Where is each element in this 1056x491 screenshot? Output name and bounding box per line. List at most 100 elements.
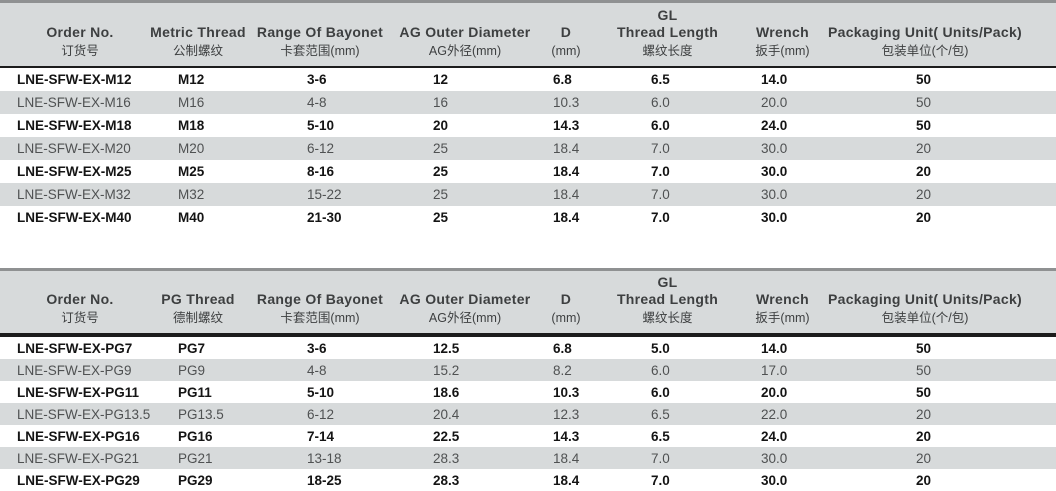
cell-ag-outer-diameter: 12 <box>433 72 449 87</box>
cell-gl-thread-length: 6.0 <box>651 118 670 133</box>
header-range-of-bayonet: Range Of Bayonet 卡套范围(mm) <box>250 271 390 333</box>
table-row: LNE-SFW-EX-M12 M12 3-6 12 6.8 6.5 14.0 50 <box>0 68 1056 91</box>
header-gl-thread-length: GL Thread Length 螺纹长度 <box>610 271 725 333</box>
cell-d: 18.4 <box>553 164 580 179</box>
metric-thread-table: Order No. 订货号 Metric Thread 公制螺纹 Range Of Ba… <box>0 0 1056 229</box>
cell-wrench: 17.0 <box>761 362 788 378</box>
header-order-no: Order No. 订货号 <box>0 271 160 333</box>
cell-metric-thread: M40 <box>178 210 205 225</box>
header-ag-outer-diameter-zh: AG外径(mm) <box>428 311 502 325</box>
header-packaging-unit-zh: 包装单位(个/包) <box>881 44 969 58</box>
cell-range-of-bayonet: 4-8 <box>307 362 327 378</box>
cell-d: 18.4 <box>553 472 580 488</box>
header-metric-thread-zh: 公制螺纹 <box>172 44 223 58</box>
cell-order-no: LNE-SFW-EX-M20 <box>17 141 131 156</box>
header-d: D (mm) <box>540 3 610 66</box>
table-row: LNE-SFW-EX-M40 M40 21-30 25 18.4 7.0 30.0 20 <box>0 206 1056 229</box>
table-row: LNE-SFW-EX-M20 M20 6-12 25 18.4 7.0 30.0 20 <box>0 137 1056 160</box>
header-gl-thread-length-zh: 螺纹长度 <box>642 311 693 325</box>
cell-metric-thread: M32 <box>178 187 205 202</box>
cell-order-no: LNE-SFW-EX-PG11 <box>17 384 139 400</box>
table-row: LNE-SFW-EX-PG11 PG11 5-10 18.6 10.3 6.0 20.0 50 <box>0 381 1056 403</box>
metric-thread-table-header: Order No. 订货号 Metric Thread 公制螺纹 Range Of Ba… <box>0 3 1056 68</box>
cell-metric-thread: M12 <box>178 72 205 87</box>
header-range-of-bayonet-en: Range Of Bayonet <box>256 24 384 40</box>
header-d: D (mm) <box>540 271 610 333</box>
cell-ag-outer-diameter: 25 <box>433 141 449 156</box>
header-gl-thread-length-zh: 螺纹长度 <box>642 44 693 58</box>
cell-range-of-bayonet: 6-12 <box>307 141 335 156</box>
table-gap <box>0 229 1056 268</box>
cell-metric-thread: M25 <box>178 164 205 179</box>
cell-pg-thread: PG9 <box>178 362 206 378</box>
cell-gl-thread-length: 6.5 <box>651 406 670 422</box>
table-row: LNE-SFW-EX-PG13.5 PG13.5 6-12 20.4 12.3 6.5 22… <box>0 403 1056 425</box>
header-wrench: Wrench 扳手(mm) <box>725 271 840 333</box>
cell-ag-outer-diameter: 25 <box>433 210 449 225</box>
header-gl-thread-length-line1: GL <box>657 7 678 23</box>
cell-gl-thread-length: 6.0 <box>651 95 670 110</box>
header-gl-thread-length: GL Thread Length 螺纹长度 <box>610 3 725 66</box>
cell-ag-outer-diameter: 22.5 <box>433 428 460 444</box>
header-range-of-bayonet-zh: 卡套范围(mm) <box>280 311 360 325</box>
cell-pg-thread: PG7 <box>178 340 206 356</box>
cell-d: 18.4 <box>553 187 580 202</box>
cell-ag-outer-diameter: 18.6 <box>433 384 460 400</box>
cell-wrench: 14.0 <box>761 340 788 356</box>
cell-gl-thread-length: 6.0 <box>651 384 670 400</box>
cell-packaging-unit: 20 <box>916 187 932 202</box>
cell-order-no: LNE-SFW-EX-M40 <box>17 210 132 225</box>
cell-wrench: 30.0 <box>761 164 788 179</box>
cell-range-of-bayonet: 7-14 <box>307 428 335 444</box>
cell-order-no: LNE-SFW-EX-M12 <box>17 72 132 87</box>
cell-order-no: LNE-SFW-EX-PG29 <box>17 472 140 488</box>
header-order-no-zh: 订货号 <box>61 311 99 325</box>
cell-packaging-unit: 20 <box>916 472 932 488</box>
cell-packaging-unit: 20 <box>916 164 932 179</box>
cell-ag-outer-diameter: 16 <box>433 95 449 110</box>
cell-wrench: 20.0 <box>761 95 788 110</box>
header-order-no-en: Order No. <box>46 291 114 307</box>
cell-d: 18.4 <box>553 210 580 225</box>
cell-range-of-bayonet: 3-6 <box>307 72 327 87</box>
cell-metric-thread: M18 <box>178 118 205 133</box>
table-row: LNE-SFW-EX-PG16 PG16 7-14 22.5 14.3 6.5 24.0 20 <box>0 425 1056 447</box>
header-ag-outer-diameter-en: AG Outer Diameter <box>399 24 531 40</box>
cell-range-of-bayonet: 6-12 <box>307 406 335 422</box>
cell-range-of-bayonet: 15-22 <box>307 187 342 202</box>
cell-range-of-bayonet: 21-30 <box>307 210 342 225</box>
header-range-of-bayonet-en: Range Of Bayonet <box>256 291 384 307</box>
cell-wrench: 30.0 <box>761 450 788 466</box>
cell-pg-thread: PG13.5 <box>178 406 224 422</box>
cell-ag-outer-diameter: 25 <box>433 187 449 202</box>
header-metric-thread: Metric Thread 公制螺纹 <box>150 3 250 66</box>
pg-thread-table-header: Order No. 订货号 PG Thread 德制螺纹 Range Of Bayone… <box>0 271 1056 337</box>
cell-ag-outer-diameter: 12.5 <box>433 340 460 356</box>
cell-d: 14.3 <box>553 118 580 133</box>
cell-order-no: LNE-SFW-EX-M25 <box>17 164 132 179</box>
header-pg-thread-zh: 德制螺纹 <box>172 311 223 325</box>
table-row: LNE-SFW-EX-M18 M18 5-10 20 14.3 6.0 24.0 50 <box>0 114 1056 137</box>
header-d-zh: (mm) <box>551 311 581 325</box>
cell-gl-thread-length: 6.0 <box>651 362 670 378</box>
cell-order-no: LNE-SFW-EX-PG16 <box>17 428 140 444</box>
cell-d: 12.3 <box>553 406 580 422</box>
cell-d: 8.2 <box>553 362 572 378</box>
cell-wrench: 30.0 <box>761 210 788 225</box>
cell-pg-thread: PG29 <box>178 472 213 488</box>
cell-gl-thread-length: 7.0 <box>651 472 670 488</box>
table-row: LNE-SFW-EX-PG29 PG29 18-25 28.3 18.4 7.0 30.0 2… <box>0 469 1056 491</box>
header-wrench-en: Wrench <box>756 291 809 307</box>
cell-wrench: 30.0 <box>761 472 788 488</box>
cell-range-of-bayonet: 3-6 <box>307 340 327 356</box>
cell-order-no: LNE-SFW-EX-PG13.5 <box>17 406 151 422</box>
cell-packaging-unit: 20 <box>916 450 932 466</box>
table-row: LNE-SFW-EX-PG7 PG7 3-6 12.5 6.8 5.0 14.0 50 <box>0 337 1056 359</box>
cell-gl-thread-length: 6.5 <box>651 428 670 444</box>
cell-d: 18.4 <box>553 450 580 466</box>
cell-range-of-bayonet: 4-8 <box>307 95 327 110</box>
cell-wrench: 30.0 <box>761 141 788 156</box>
cell-gl-thread-length: 7.0 <box>651 187 670 202</box>
header-wrench-en: Wrench <box>756 24 809 40</box>
